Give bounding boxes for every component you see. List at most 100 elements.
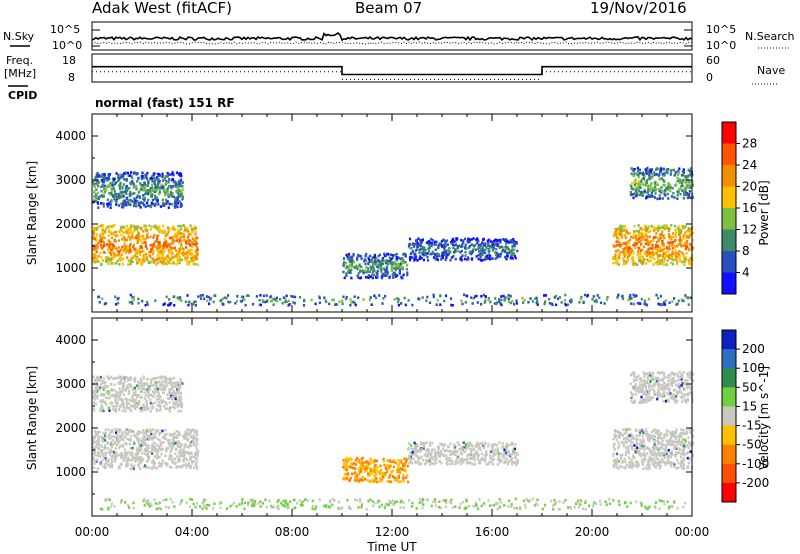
echo-cell — [354, 478, 357, 482]
echo-cell — [161, 175, 164, 179]
echo-cell — [112, 450, 115, 454]
echo-cell — [677, 243, 680, 246]
echo-cell — [470, 448, 473, 452]
echo-cell — [95, 239, 98, 242]
echo-cell — [653, 252, 656, 255]
echo-cell — [180, 397, 183, 401]
echo-cell — [354, 467, 357, 470]
echo-cell — [154, 184, 157, 188]
echo-cell — [493, 451, 496, 454]
echo-cell — [97, 260, 100, 263]
echo-cell — [195, 467, 199, 471]
echo-cell — [397, 303, 400, 307]
echo-cell — [170, 262, 173, 265]
echo-cell — [636, 173, 639, 176]
echo-cell — [657, 188, 660, 191]
echo-cell — [418, 251, 421, 255]
echo-cell — [661, 262, 664, 265]
echo-cell — [194, 232, 197, 236]
echo-cell — [122, 202, 125, 206]
echo-cell — [194, 254, 197, 258]
echo-cell — [113, 442, 116, 445]
echo-cell — [554, 294, 557, 298]
echo-cell — [137, 437, 140, 441]
echo-cell — [164, 232, 167, 235]
echo-cell — [152, 428, 155, 431]
echo-cell — [132, 400, 135, 403]
echo-cell — [426, 455, 429, 458]
echo-cell — [127, 438, 131, 441]
echo-cell — [186, 294, 189, 297]
echo-cell — [95, 236, 98, 239]
echo-cell — [141, 202, 144, 205]
echo-cell — [102, 205, 105, 208]
echo-cell — [368, 298, 371, 302]
echo-cell — [96, 394, 99, 398]
echo-cell — [670, 168, 673, 172]
echo-cell — [272, 303, 275, 306]
echo-cell — [630, 296, 634, 300]
echo-cell — [511, 300, 514, 303]
echo-cell — [644, 252, 647, 256]
echo-cell — [136, 448, 139, 451]
echo-cell — [453, 443, 456, 446]
echo-cell — [104, 447, 107, 450]
echo-cell — [150, 460, 154, 464]
echo-cell — [110, 435, 113, 438]
echo-cell — [349, 466, 353, 469]
echo-cell — [132, 182, 135, 186]
echo-cell — [114, 181, 117, 184]
echo-cell — [353, 295, 356, 298]
echo-cell — [505, 257, 508, 261]
echo-cell — [651, 256, 654, 259]
echo-cell — [129, 428, 132, 432]
echo-cell — [384, 471, 387, 475]
echo-cell — [666, 187, 669, 190]
echo-cell — [100, 237, 103, 240]
echo-cell — [100, 194, 103, 197]
echo-cell — [121, 245, 124, 249]
echo-cell — [181, 382, 184, 385]
echo-cell — [171, 236, 174, 239]
echo-cell — [116, 179, 120, 183]
echo-cell — [127, 174, 130, 177]
echo-cell — [168, 457, 171, 461]
echo-cell — [660, 226, 663, 229]
echo-cell — [154, 462, 157, 465]
echo-cell — [137, 236, 140, 239]
echo-cell — [372, 267, 375, 271]
echo-cell — [516, 460, 519, 464]
echo-cell — [139, 246, 142, 250]
echo-cell — [141, 183, 144, 187]
echo-cell — [129, 261, 132, 264]
echo-cell — [151, 175, 154, 178]
echo-cell — [682, 191, 686, 194]
echo-cell — [96, 182, 99, 186]
echo-cell — [419, 457, 422, 460]
echo-cell — [154, 432, 157, 435]
echo-cell — [169, 392, 172, 396]
echo-cell — [156, 235, 159, 238]
echo-cell — [424, 252, 427, 255]
echo-cell — [647, 260, 650, 263]
echo-cell — [470, 450, 473, 454]
echo-cell — [118, 250, 121, 254]
echo-cell — [419, 241, 422, 244]
echo-cell — [674, 232, 678, 236]
echo-cell — [677, 171, 681, 175]
echo-cell — [415, 461, 418, 465]
echo-cell — [398, 462, 401, 466]
echo-cell — [159, 249, 163, 253]
echo-cell — [480, 441, 484, 445]
echo-cell — [92, 452, 95, 455]
echo-cell — [434, 456, 437, 459]
echo-cell — [644, 228, 647, 231]
echo-cell — [164, 447, 168, 450]
echo-cell — [115, 431, 118, 435]
echo-cell — [141, 299, 144, 303]
echo-cell — [139, 183, 142, 187]
echo-cell — [165, 246, 168, 249]
echo-cell — [495, 253, 498, 257]
echo-cell — [127, 377, 130, 381]
echo-cell — [153, 455, 156, 458]
